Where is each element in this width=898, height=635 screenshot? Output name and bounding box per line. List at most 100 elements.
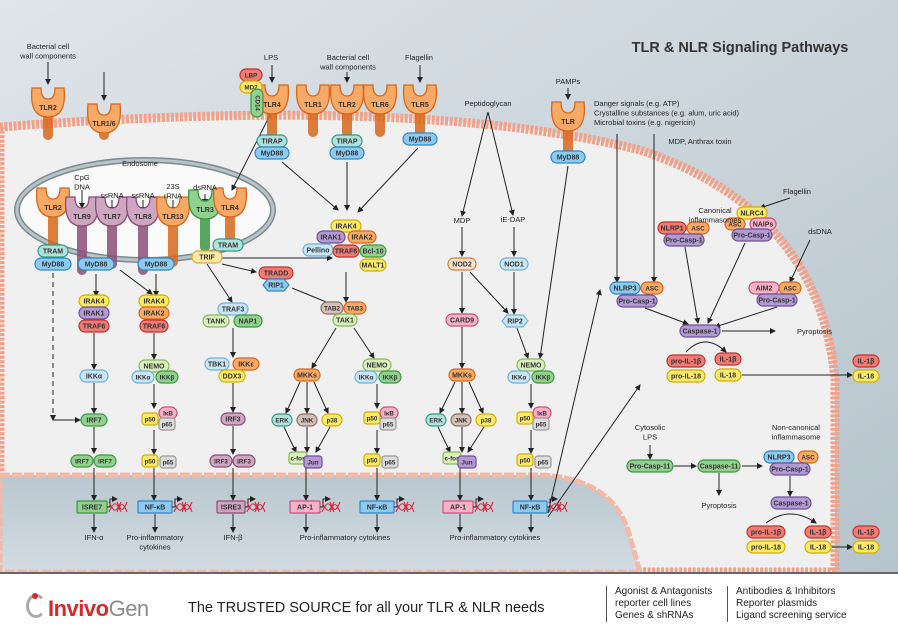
protein-traf6[interactable]: TRAF6	[139, 319, 169, 333]
protein-ddx3[interactable]: DDX3	[218, 369, 246, 383]
protein-lbp[interactable]: LBP	[239, 68, 263, 82]
protein-irf7[interactable]: IRF7	[80, 413, 108, 427]
protein-il-1[interactable]: IL-1β	[852, 525, 880, 539]
protein-nlrp1[interactable]: NLRP1	[657, 221, 687, 235]
protein-card9[interactable]: CARD9	[445, 313, 479, 327]
protein-nf-b[interactable]: NF-κB	[359, 496, 415, 514]
protein-p65[interactable]: p65	[381, 455, 399, 469]
protein-p50[interactable]: p50	[141, 454, 159, 468]
receptor-tlr2[interactable]: TLR2	[35, 187, 71, 248]
protein-il-18[interactable]: IL-18	[852, 369, 880, 383]
protein-ikk[interactable]: IKKβ	[155, 370, 179, 384]
protein-pellino[interactable]: Pellino	[302, 243, 334, 257]
protein-nemo[interactable]: NEMO	[138, 359, 170, 373]
protein-nf-b[interactable]: NF-κB	[512, 496, 568, 514]
protein-pro-casp-1[interactable]: Pro-Casp-1	[756, 293, 798, 307]
product-link[interactable]: Genes & shRNAs	[615, 610, 694, 621]
protein-tirap[interactable]: TIRAP	[331, 134, 363, 148]
protein-myd88[interactable]: MyD88	[137, 257, 175, 271]
product-link[interactable]: Reporter plasmids	[736, 598, 818, 609]
protein-irf7[interactable]: IRF7	[93, 454, 117, 468]
protein-pro-casp-1[interactable]: Pro-Casp-1	[616, 294, 658, 308]
protein-pro-il-1[interactable]: pro-IL-1β	[746, 525, 786, 539]
protein-jun[interactable]: Jun	[457, 455, 477, 469]
protein-cd14[interactable]: CD14	[250, 88, 264, 118]
protein-asc[interactable]: ASC	[797, 450, 819, 464]
protein-ap-1[interactable]: AP-1	[289, 496, 341, 514]
protein-asc[interactable]: ASC	[640, 281, 664, 295]
protein-tram[interactable]: TRAM	[37, 244, 69, 258]
receptor-tlr1[interactable]: TLR1	[295, 84, 331, 137]
protein-p50[interactable]: p50	[363, 453, 381, 467]
protein-p65[interactable]: p65	[159, 455, 177, 469]
protein-rip2[interactable]: RIP2	[501, 314, 529, 328]
protein-naips[interactable]: NAIPs	[749, 217, 777, 231]
protein-irf3[interactable]: IRF3	[232, 454, 256, 468]
protein-tbk1[interactable]: TBK1	[204, 357, 230, 371]
receptor-tlr7[interactable]: TLR7	[94, 196, 130, 269]
protein-caspase-11[interactable]: Caspase-11	[697, 459, 741, 473]
receptor-tlr4[interactable]: TLR4	[212, 187, 248, 250]
protein-irak4[interactable]: IRAK4	[138, 294, 170, 308]
protein-pro-casp-1[interactable]: Pro-Casp-1	[731, 228, 773, 242]
protein-mkks[interactable]: MKKs	[293, 368, 321, 382]
protein-il-1[interactable]: IL-1β	[714, 352, 742, 366]
protein-myd88[interactable]: MyD88	[34, 257, 72, 271]
protein-jnk[interactable]: JNK	[450, 413, 472, 427]
protein-caspase-1[interactable]: Caspase-1	[770, 496, 812, 510]
protein-isre3[interactable]: ISRE3	[216, 496, 266, 514]
protein-nlrp3[interactable]: NLRP3	[763, 450, 795, 464]
protein-aim2[interactable]: AIM2	[748, 281, 780, 295]
protein-irak1[interactable]: IRAK1	[316, 230, 346, 244]
protein-irf7[interactable]: IRF7	[70, 454, 94, 468]
protein-il-1[interactable]: IL-1β	[852, 354, 880, 368]
protein-nemo[interactable]: NEMO	[516, 358, 546, 372]
protein-jun[interactable]: Jun	[303, 455, 323, 469]
protein-pro-il-18[interactable]: pro-IL-18	[666, 369, 706, 383]
protein-ap-1[interactable]: AP-1	[442, 496, 494, 514]
protein-p50[interactable]: p50	[516, 453, 534, 467]
product-link[interactable]: Agonist & Antagonists	[615, 586, 713, 597]
protein-p65[interactable]: p65	[534, 455, 552, 469]
protein-rip1[interactable]: RIP1	[262, 278, 290, 292]
protein-ikk[interactable]: IKKβ	[378, 370, 402, 384]
protein-irak4[interactable]: IRAK4	[330, 219, 362, 233]
protein-erk[interactable]: ERK	[425, 413, 447, 427]
protein-ikk[interactable]: IKKα	[354, 370, 378, 384]
protein-tak1[interactable]: TAK1	[332, 313, 358, 327]
protein-p38[interactable]: p38	[321, 413, 343, 427]
protein-i-b[interactable]: IκB	[158, 406, 178, 420]
protein-erk[interactable]: ERK	[271, 413, 293, 427]
protein-nap1[interactable]: NAP1	[233, 314, 263, 328]
protein-myd88[interactable]: MyD88	[254, 146, 290, 160]
protein-nlrc4[interactable]: NLRC4	[736, 206, 768, 220]
protein-p65[interactable]: p65	[532, 417, 550, 431]
protein-il-18[interactable]: IL-18	[714, 368, 742, 382]
protein-nemo[interactable]: NEMO	[362, 358, 392, 372]
protein-trif[interactable]: TRIF	[191, 250, 223, 264]
protein-p50[interactable]: p50	[363, 411, 381, 425]
protein-myd88[interactable]: MyD88	[402, 132, 438, 146]
protein-nf-b[interactable]: NF-κB	[137, 496, 193, 514]
protein-tram[interactable]: TRAM	[212, 238, 244, 252]
protein-irak2[interactable]: IRAK2	[138, 306, 170, 320]
protein-asc[interactable]: ASC	[778, 281, 802, 295]
protein-il-1[interactable]: IL-1β	[804, 525, 832, 539]
protein-tab2[interactable]: TAB2	[320, 301, 344, 315]
protein-nlrp3[interactable]: NLRP3	[609, 281, 641, 295]
protein-ikk[interactable]: IKKβ	[531, 370, 555, 384]
protein-isre7[interactable]: ISRE7	[76, 496, 128, 514]
protein-traf6[interactable]: TRAF6	[332, 244, 360, 258]
protein-i-b[interactable]: IκB	[532, 406, 552, 420]
protein-p50[interactable]: p50	[141, 412, 159, 426]
protein-p65[interactable]: p65	[158, 417, 176, 431]
protein-myd88[interactable]: MyD88	[77, 257, 115, 271]
protein-ikk[interactable]: IKKα	[507, 370, 531, 384]
protein-irak4[interactable]: IRAK4	[78, 294, 110, 308]
receptor-tlr1-6[interactable]: TLR1/6	[86, 103, 122, 140]
protein-il-18[interactable]: IL-18	[852, 540, 880, 554]
invivogen-logo[interactable]: InvivoGen	[26, 593, 149, 622]
protein-mkks[interactable]: MKKs	[448, 368, 476, 382]
protein-malt1[interactable]: MALT1	[359, 258, 387, 272]
protein-p50[interactable]: p50	[516, 411, 534, 425]
